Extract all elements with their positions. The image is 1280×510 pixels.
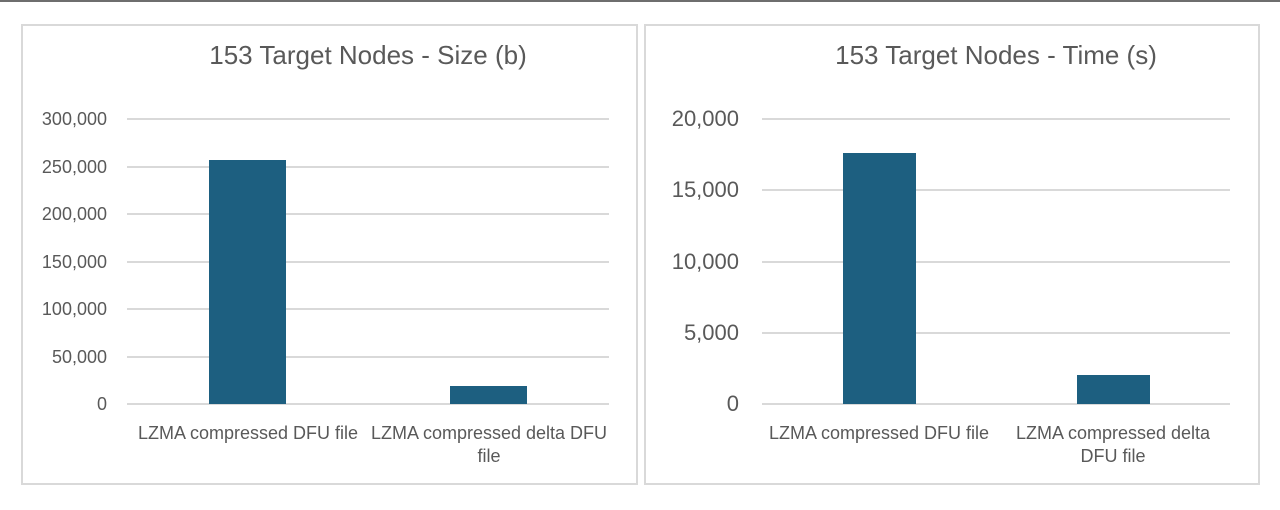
- gridline: [762, 332, 1230, 334]
- y-axis-tick-label: 10,000: [671, 249, 739, 274]
- gridline: [762, 118, 1230, 120]
- y-axis-tick-label: 5,000: [683, 320, 739, 345]
- chart-panel-size: 153 Target Nodes - Size (b) 300,000 250,0…: [21, 24, 638, 485]
- y-axis-tick-label: 150,000: [41, 252, 107, 272]
- gridline: [127, 213, 609, 215]
- gridline: [762, 403, 1230, 405]
- y-axis-tick-label: 100,000: [41, 299, 107, 319]
- y-axis-tick-label: 0: [96, 394, 107, 414]
- gridline: [127, 166, 609, 168]
- category-label-lzma-compressed-delta-dfu-file: LZMA compressed delta DFU file: [370, 423, 608, 467]
- bar-lzma-compressed-delta-dfu-file: [450, 386, 527, 404]
- bar-lzma-compressed-delta-dfu-file: [1077, 375, 1150, 404]
- chart-panel-time: 153 Target Nodes - Time (s) 20,000 15,000…: [644, 24, 1260, 485]
- plot-area-time: 20,000 15,000 10,000 5,000 0 LZMA compressed …: [646, 26, 1258, 483]
- gridline: [762, 261, 1230, 263]
- category-label-lzma-compressed-dfu-file: LZMA compressed DFU file: [768, 423, 990, 443]
- y-axis-tick-label: 300,000: [41, 109, 107, 129]
- gridline: [762, 189, 1230, 191]
- gridline: [127, 356, 609, 358]
- y-axis-tick-label: 20,000: [671, 106, 739, 131]
- y-axis-tick-label: 0: [726, 391, 739, 416]
- gridline: [127, 403, 609, 405]
- y-axis-tick-label: 50,000: [51, 347, 107, 367]
- y-axis-tick-label: 200,000: [41, 204, 107, 224]
- gridline: [127, 308, 609, 310]
- gridline: [127, 261, 609, 263]
- bar-lzma-compressed-dfu-file: [209, 160, 286, 404]
- top-rule: [0, 0, 1280, 2]
- chart-title-size: 153 Target Nodes - Size (b): [209, 40, 527, 70]
- chart-title-time: 153 Target Nodes - Time (s): [835, 40, 1157, 70]
- y-axis-tick-label: 250,000: [41, 157, 107, 177]
- y-axis-tick-label: 15,000: [671, 177, 739, 202]
- category-label-lzma-compressed-delta-dfu-file: LZMA compressed delta DFU file: [1015, 423, 1211, 467]
- bar-lzma-compressed-dfu-file: [843, 153, 916, 404]
- plot-area-size: 300,000 250,000 200,000 150,000 100,000 50,00…: [23, 26, 636, 483]
- gridline: [127, 118, 609, 120]
- category-label-lzma-compressed-dfu-file: LZMA compressed DFU file: [137, 423, 359, 443]
